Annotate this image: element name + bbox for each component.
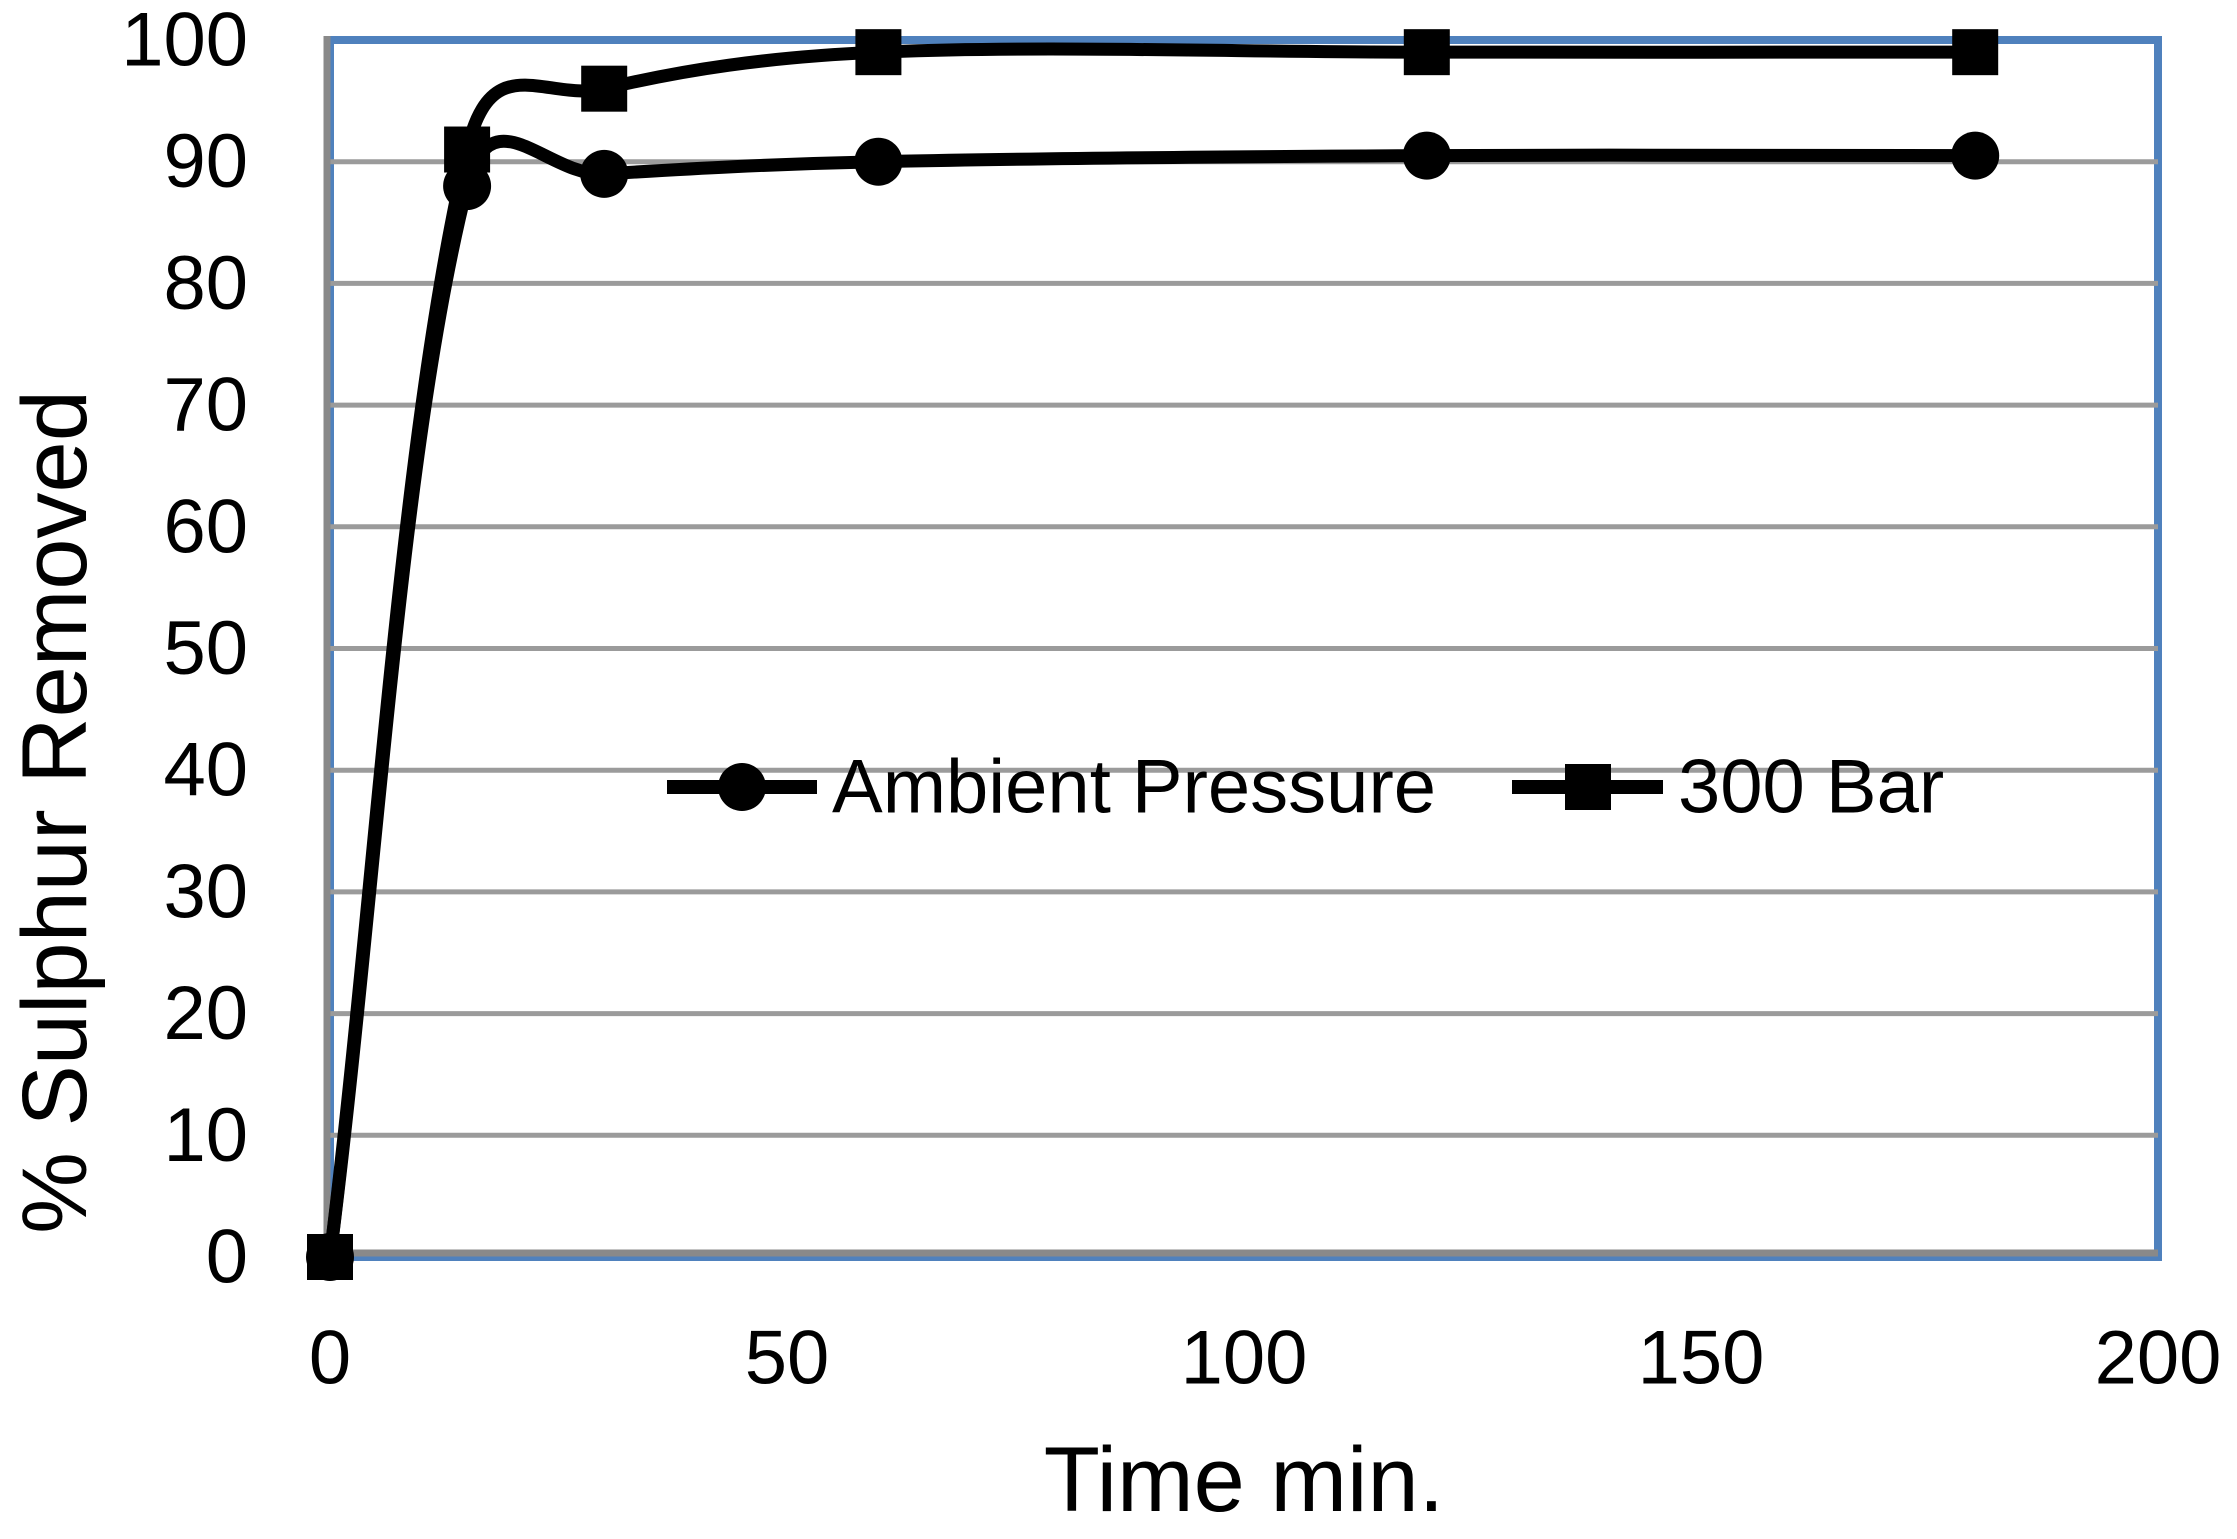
gridlines (330, 159, 2158, 1138)
legend: Ambient Pressure 300 Bar (667, 745, 1944, 830)
y-tick-label-60: 60 (163, 484, 248, 569)
x-tick-label-150: 150 (1638, 1316, 1765, 1401)
y-tick-label-70: 70 (163, 363, 248, 448)
y-axis-title: % Sulphur Removed (4, 390, 106, 1234)
y-tick-label-20: 20 (163, 971, 248, 1056)
x-axis-tick-labels: 0 50 100 150 200 (309, 1316, 2222, 1401)
data-point-square-300-bar-30 (581, 65, 628, 112)
series-line-300-bar (323, 42, 1982, 1264)
x-tick-label-0: 0 (309, 1316, 351, 1401)
data-point-square-300-bar-120 (1403, 29, 1450, 76)
x-axis-title: Time min. (1044, 1429, 1444, 1531)
legend-square-marker-icon (1565, 764, 1611, 810)
x-tick-label-50: 50 (745, 1316, 830, 1401)
series-group (306, 29, 2000, 1281)
x-tick-label-100: 100 (1181, 1316, 1308, 1401)
data-point-circle-ambient-pressure-120 (1402, 131, 1451, 180)
data-point-circle-ambient-pressure-60 (854, 137, 903, 186)
data-point-square-300-bar-0 (307, 1234, 353, 1280)
y-tick-label-80: 80 (163, 241, 248, 326)
y-tick-label-10: 10 (163, 1093, 248, 1178)
y-tick-label-40: 40 (163, 728, 248, 813)
data-point-square-300-bar-180 (1952, 29, 1999, 76)
y-tick-label-100: 100 (121, 0, 248, 83)
legend-circle-marker-icon (718, 763, 766, 811)
series-line-ambient-pressure (323, 134, 1982, 1264)
data-point-square-300-bar-15 (444, 126, 491, 173)
data-point-circle-ambient-pressure-180 (1951, 131, 2000, 180)
data-point-circle-ambient-pressure-30 (580, 149, 629, 198)
y-tick-label-0: 0 (206, 1215, 248, 1300)
y-tick-label-50: 50 (163, 606, 248, 691)
data-point-square-300-bar-60 (855, 29, 902, 76)
y-axis-tick-labels: 0 10 20 30 40 50 60 70 80 90 100 (121, 0, 248, 1300)
legend-label-300-bar: 300 Bar (1678, 745, 1944, 830)
x-tick-label-200: 200 (2095, 1316, 2222, 1401)
y-tick-label-90: 90 (163, 119, 248, 204)
y-tick-label-30: 30 (163, 849, 248, 934)
legend-label-ambient-pressure: Ambient Pressure (832, 745, 1436, 830)
